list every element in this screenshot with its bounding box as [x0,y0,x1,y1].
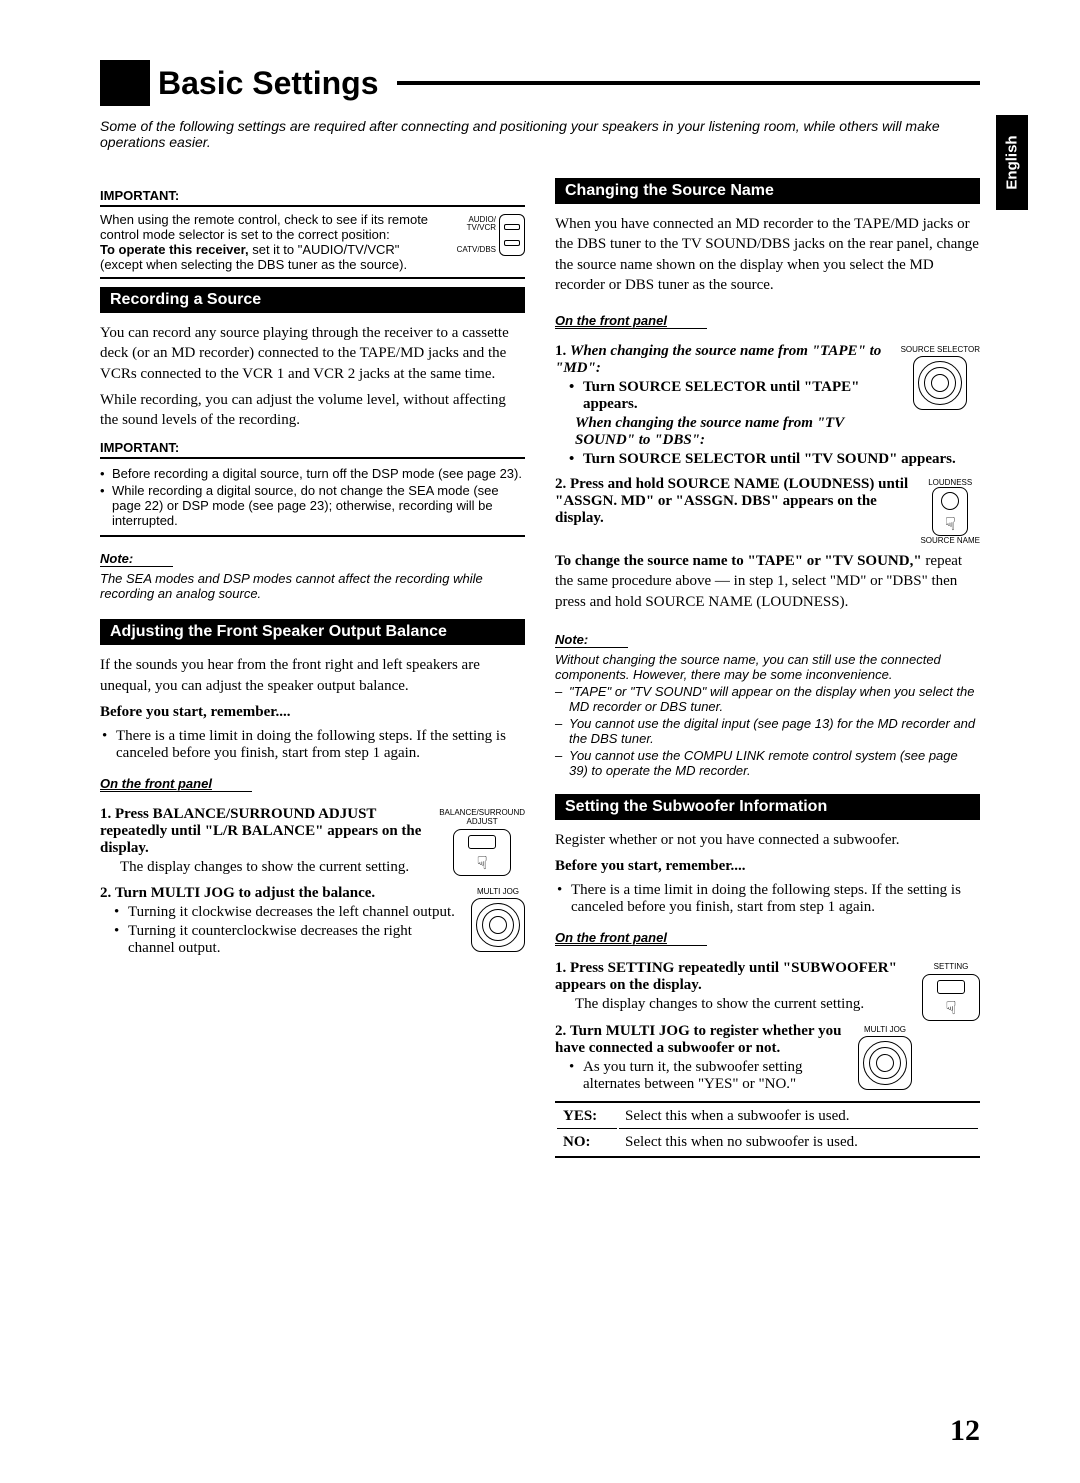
multijog-label: MULTI JOG [471,887,525,896]
sec4-p1: Register whether or not you have connect… [555,830,980,850]
balance-step-1: BALANCE/SURROUND ADJUST ☟ 1. Press BALAN… [100,806,525,877]
sw-step2-title: Turn MULTI JOG to register whether you h… [555,1023,841,1056]
yes-text: Select this when a subwoofer is used. [619,1105,978,1129]
note1-label: Note: [100,551,173,567]
important2-label: IMPORTANT: [100,440,525,455]
loudness-button: ☟ [932,487,968,536]
hand-pointer-icon: ☟ [941,514,959,535]
remote-label-top: AUDIO/ TV/VCR [457,216,496,232]
change-back: To change the source name to "TAPE" or "… [555,551,980,612]
source-name-label: SOURCE NAME [920,536,980,545]
page-title: Basic Settings [150,61,387,106]
important-box-1: When using the remote control, check to … [100,205,525,279]
important-box-2: Before recording a digital source, turn … [100,457,525,537]
before-start-sw: Before you start, remember.... [555,856,980,876]
srcname-step1-title: When changing the source name from "TAPE… [555,343,881,376]
srcname-step1-bullet2: Turn SOURCE SELECTOR until "TV SOUND" ap… [583,451,980,468]
sw-step-2: MULTI JOG 2. Turn MULTI JOG to register … [555,1023,980,1093]
panel-label-right: On the front panel [555,313,707,329]
remote-selector-icon [499,214,525,256]
intro-text: Some of the following settings are requi… [100,118,980,150]
remote-label-bottom: CATV/DBS [457,246,496,254]
important2-bullet: Before recording a digital source, turn … [100,466,525,481]
srcname-step1-cont: When changing the source name from "TV S… [575,415,844,448]
title-accent-box [100,60,150,106]
before-start: Before you start, remember.... [100,702,525,722]
remote-mode-icon: AUDIO/ TV/VCR CATV/DBS [457,214,525,266]
sec2-p1: If the sounds you hear from the front ri… [100,655,525,696]
left-column: IMPORTANT: When using the remote control… [100,178,525,1158]
note2-dash: You cannot use the digital input (see pa… [555,716,980,746]
no-text: Select this when no subwoofer is used. [619,1131,978,1154]
step-number: 1. [555,960,566,976]
balance-step-2: MULTI JOG 2. Turn MULTI JOG to adjust th… [100,885,525,957]
setting-btn-label: SETTING [922,962,980,971]
note2-dash: "TAPE" or "TV SOUND" will appear on the … [555,684,980,714]
section-recording: Recording a Source [100,287,525,313]
setting-button: ☟ [922,974,980,1021]
step2-bullet: Turning it clockwise decreases the left … [128,904,525,921]
step2-bullet: Turning it counterclockwise decreases th… [128,923,525,957]
before-bullet-sw: There is a time limit in doing the follo… [571,882,980,916]
note2-label: Note: [555,632,628,648]
hand-pointer-icon: ☟ [468,853,496,874]
balance-btn-label: BALANCE/SURROUND ADJUST [439,808,525,826]
important1-text: When using the remote control, check to … [100,212,439,242]
section-subwoofer: Setting the Subwoofer Information [555,794,980,820]
loudness-button-icon: LOUDNESS ☟ SOURCE NAME [920,478,980,545]
right-column: Changing the Source Name When you have c… [555,178,980,1158]
loudness-label: LOUDNESS [920,478,980,487]
sw-step1-title: Press SETTING repeatedly until "SUBWOOFE… [555,960,897,993]
note2-dash: You cannot use the COMPU LINK remote con… [555,748,980,778]
subwoofer-table: YES: Select this when a subwoofer is use… [555,1101,980,1158]
no-label: NO: [557,1131,617,1154]
note2-body: Without changing the source name, you ca… [555,652,980,682]
title-bar: Basic Settings [100,60,980,106]
sec3-p1: When you have connected an MD recorder t… [555,214,980,295]
setting-button-icon: SETTING ☟ [922,962,980,1021]
important1-cont: To operate this receiver, set it to "AUD… [100,242,439,272]
language-tab-label: English [1004,135,1021,189]
step-number: 2. [555,1023,566,1039]
step2-title: Turn MULTI JOG to adjust the balance. [115,885,375,901]
sw-step2-bullet: As you turn it, the subwoofer setting al… [583,1059,980,1093]
yes-label: YES: [557,1105,617,1129]
panel-label-sw: On the front panel [555,930,707,946]
section-balance: Adjusting the Front Speaker Output Balan… [100,619,525,645]
sec1-p2: While recording, you can adjust the volu… [100,390,525,431]
srcname-step1-bullet: Turn SOURCE SELECTOR until "TAPE" appear… [583,379,980,413]
step1-title: Press BALANCE/SURROUND ADJUST repeatedly… [100,806,421,856]
table-row: YES: Select this when a subwoofer is use… [557,1105,978,1129]
sw-step-1: SETTING ☟ 1. Press SETTING repeatedly un… [555,960,980,1014]
page-number: 12 [950,1414,980,1448]
important-label: IMPORTANT: [100,188,525,203]
step-number: 1. [100,806,111,822]
language-tab: English [996,115,1028,210]
step-number: 2. [100,885,111,901]
section-source-name: Changing the Source Name [555,178,980,204]
hand-pointer-icon: ☟ [937,998,965,1019]
multijog-label-sw: MULTI JOG [858,1025,912,1034]
table-row: NO: Select this when no subwoofer is use… [557,1131,978,1154]
important2-bullet: While recording a digital source, do not… [100,483,525,528]
title-rule [397,81,980,85]
sw-step1-sub: The display changes to show the current … [555,994,980,1014]
before-bullet: There is a time limit in doing the follo… [116,728,525,762]
panel-label-left: On the front panel [100,776,252,792]
srcname-step-1: SOURCE SELECTOR 1. When changing the sou… [555,343,980,468]
balance-button-icon: BALANCE/SURROUND ADJUST ☟ [439,808,525,876]
srcname-step2-title: Press and hold SOURCE NAME (LOUDNESS) un… [555,476,908,526]
step-number: 2. [555,476,566,492]
balance-button: ☟ [453,829,511,876]
step-number: 1. [555,343,566,359]
note1-body: The SEA modes and DSP modes cannot affec… [100,571,525,601]
sec1-p1: You can record any source playing throug… [100,323,525,384]
source-selector-label: SOURCE SELECTOR [901,345,980,354]
srcname-step-2: LOUDNESS ☟ SOURCE NAME 2. Press and hold… [555,476,980,527]
